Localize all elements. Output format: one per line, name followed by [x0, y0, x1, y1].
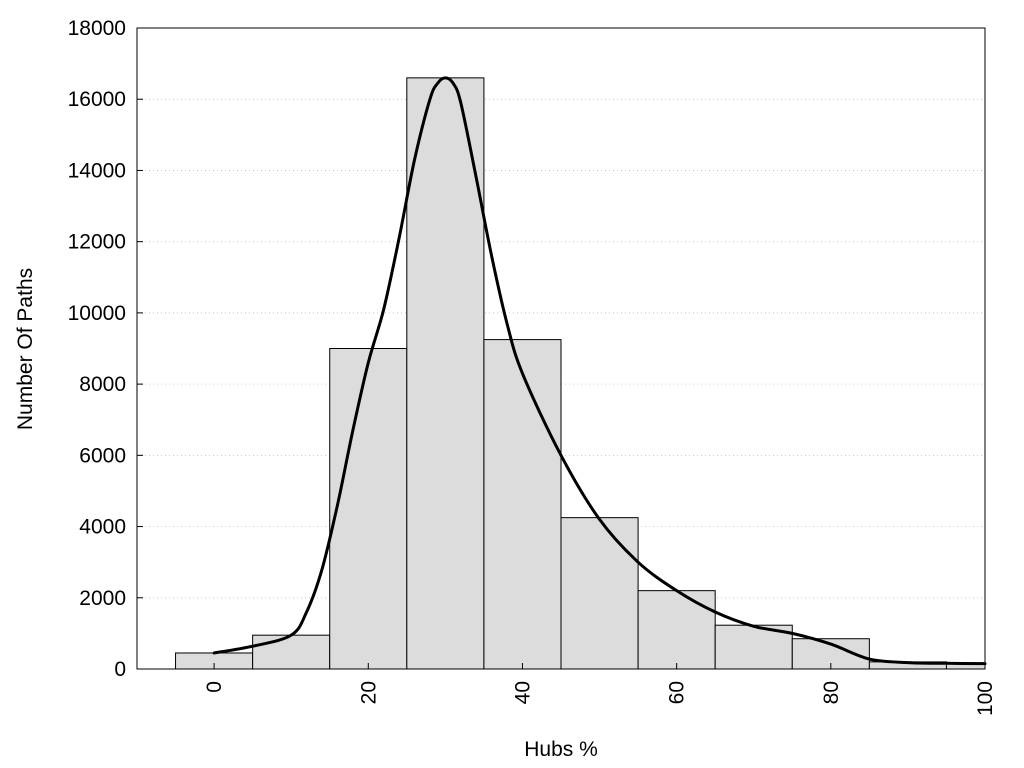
- x-tick-label: 80: [820, 681, 843, 704]
- y-tick-label: 16000: [68, 88, 126, 111]
- x-tick-label: 0: [203, 681, 226, 693]
- x-tick-label: 100: [974, 681, 997, 716]
- histogram-bars: [175, 77, 986, 670]
- x-tick-labels: 0 20 40 60 80 100: [203, 681, 997, 716]
- density-curve-layer: [212, 76, 987, 666]
- histogram-bar: [406, 77, 485, 670]
- histogram-bar: [637, 590, 716, 670]
- y-tick-label: 6000: [79, 444, 126, 467]
- y-tick-labels: 0 2000 4000 6000 8000 10000 12000 14000 16000 180…: [68, 17, 126, 681]
- y-tick-label: 2000: [79, 587, 126, 610]
- histogram-bar: [483, 339, 562, 670]
- plot-frame: [136, 27, 986, 670]
- density-curve: [212, 76, 987, 666]
- y-tick-label: 4000: [79, 516, 126, 539]
- y-axis-title: Number Of Paths: [14, 268, 37, 430]
- x-tick-label: 60: [666, 681, 689, 704]
- y-tick-label: 18000: [68, 17, 126, 40]
- y-tick-label: 10000: [68, 302, 126, 325]
- axis-ticks: [137, 27, 986, 670]
- x-axis-title: Hubs %: [524, 738, 598, 761]
- x-tick-label: 20: [357, 681, 380, 704]
- x-tick-label: 40: [511, 681, 534, 704]
- y-tick-label: 0: [114, 658, 126, 681]
- y-tick-label: 14000: [68, 159, 126, 182]
- histogram-bar: [252, 634, 331, 670]
- histogram-bar: [329, 348, 408, 670]
- y-tick-label: 8000: [79, 373, 126, 396]
- histogram-bar: [560, 517, 639, 670]
- y-tick-label: 12000: [68, 231, 126, 254]
